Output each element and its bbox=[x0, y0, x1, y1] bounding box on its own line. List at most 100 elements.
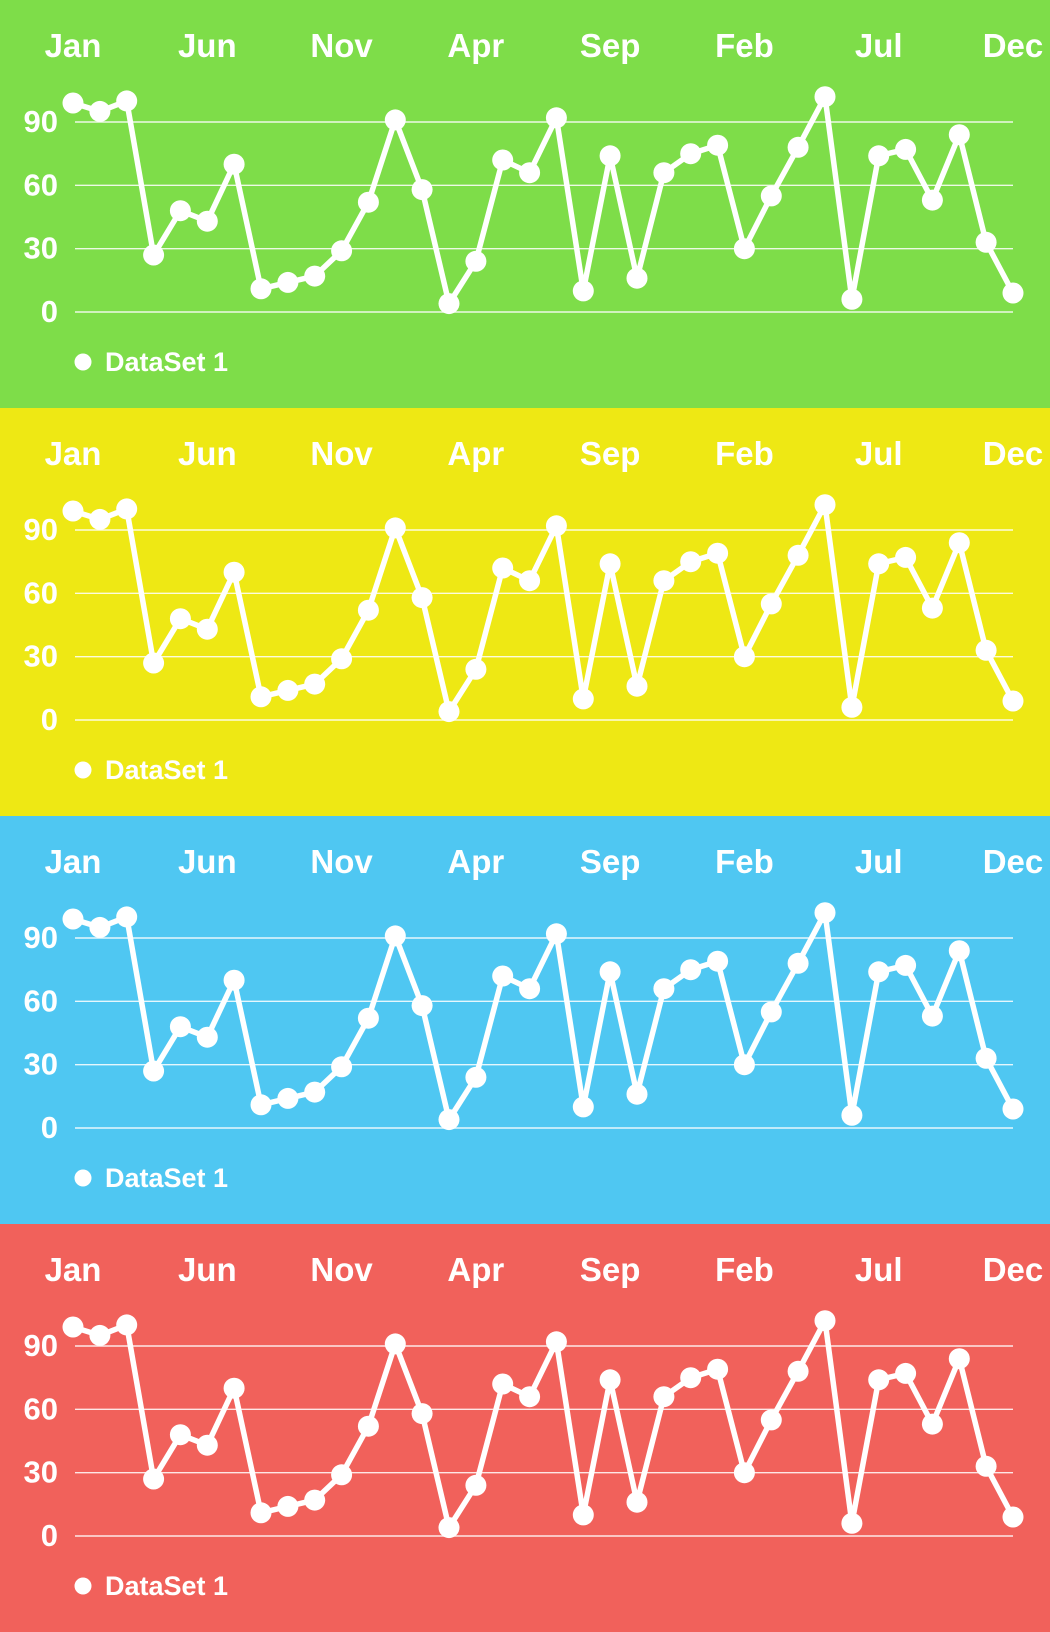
data-point bbox=[814, 1310, 836, 1332]
x-axis-tick-label: Dec bbox=[983, 1251, 1044, 1288]
legend-item[interactable]: DataSet 1 bbox=[74, 755, 229, 785]
x-axis-tick-label: Jun bbox=[178, 27, 237, 64]
legend-marker-circle-icon bbox=[74, 761, 92, 779]
data-point bbox=[62, 1316, 84, 1338]
legend-label: DataSet 1 bbox=[105, 755, 228, 785]
data-point bbox=[1002, 282, 1024, 304]
data-point bbox=[196, 210, 218, 232]
data-point bbox=[357, 1007, 379, 1029]
x-axis-tick-label: Nov bbox=[310, 1251, 373, 1288]
y-axis-tick-label: 90 bbox=[24, 512, 58, 547]
x-axis-tick-label: Jul bbox=[855, 27, 903, 64]
data-point bbox=[438, 1109, 460, 1131]
line-chart-green: 0 30 60 90 Jan Jun Nov Apr Sep Feb Jul Dec DataSet 1 bbox=[24, 27, 1044, 377]
x-axis-tick-label: Feb bbox=[715, 843, 774, 880]
data-point bbox=[733, 238, 755, 260]
data-point bbox=[519, 570, 541, 592]
x-axis-tick-label: Nov bbox=[310, 843, 373, 880]
data-point bbox=[465, 1066, 487, 1088]
legend-marker-circle-icon bbox=[74, 1577, 92, 1595]
data-point bbox=[331, 1056, 353, 1078]
data-point bbox=[680, 959, 702, 981]
data-point bbox=[948, 1348, 970, 1370]
data-point bbox=[948, 940, 970, 962]
data-point bbox=[814, 494, 836, 516]
data-point bbox=[868, 553, 890, 575]
data-point bbox=[492, 1373, 514, 1395]
data-point bbox=[169, 1424, 191, 1446]
line-chart-yellow: 0 30 60 90 Jan Jun Nov Apr Sep Feb Jul Dec DataSet 1 bbox=[24, 435, 1044, 785]
x-axis-tick-label: Feb bbox=[715, 27, 774, 64]
legend-item[interactable]: DataSet 1 bbox=[74, 347, 229, 377]
data-point bbox=[492, 149, 514, 171]
data-point bbox=[331, 1464, 353, 1486]
data-point bbox=[814, 86, 836, 108]
data-point bbox=[545, 923, 567, 945]
data-point bbox=[492, 557, 514, 579]
chart-panel-green: 0 30 60 90 Jan Jun Nov Apr Sep Feb Jul Dec DataSet 1 bbox=[0, 0, 1050, 408]
data-point bbox=[841, 1104, 863, 1126]
x-axis-tick-label: Jun bbox=[178, 1251, 237, 1288]
data-point bbox=[331, 648, 353, 670]
data-point bbox=[841, 1512, 863, 1534]
data-point bbox=[223, 561, 245, 583]
legend-item[interactable]: DataSet 1 bbox=[74, 1571, 229, 1601]
data-point bbox=[975, 1455, 997, 1477]
data-point bbox=[733, 1054, 755, 1076]
data-point bbox=[921, 1413, 943, 1435]
y-axis-tick-label: 0 bbox=[41, 294, 58, 329]
data-point bbox=[545, 1331, 567, 1353]
data-point bbox=[492, 965, 514, 987]
data-point bbox=[250, 278, 272, 300]
data-point bbox=[707, 950, 729, 972]
x-axis-tick-label: Jan bbox=[45, 843, 102, 880]
data-point bbox=[411, 1403, 433, 1425]
data-point bbox=[572, 1096, 594, 1118]
data-point bbox=[143, 244, 165, 266]
data-point bbox=[707, 134, 729, 156]
y-axis-tick-label: 90 bbox=[24, 104, 58, 139]
data-point bbox=[680, 1367, 702, 1389]
data-point bbox=[384, 517, 406, 539]
data-point bbox=[760, 1001, 782, 1023]
data-point bbox=[626, 1491, 648, 1513]
data-point bbox=[787, 1360, 809, 1382]
data-point bbox=[250, 1502, 272, 1524]
data-point bbox=[975, 231, 997, 253]
data-point bbox=[653, 162, 675, 184]
data-point bbox=[895, 954, 917, 976]
y-axis-tick-label: 0 bbox=[41, 702, 58, 737]
data-point bbox=[760, 1409, 782, 1431]
x-axis-tick-label: Sep bbox=[580, 843, 641, 880]
data-point bbox=[841, 696, 863, 718]
data-point bbox=[760, 185, 782, 207]
line-chart-blue: 0 30 60 90 Jan Jun Nov Apr Sep Feb Jul Dec DataSet 1 bbox=[24, 843, 1044, 1193]
x-axis-tick-label: Sep bbox=[580, 435, 641, 472]
legend-label: DataSet 1 bbox=[105, 1163, 228, 1193]
legend-label: DataSet 1 bbox=[105, 347, 228, 377]
data-point bbox=[519, 1386, 541, 1408]
x-axis-tick-label: Jan bbox=[45, 1251, 102, 1288]
x-axis-tick-label: Feb bbox=[715, 1251, 774, 1288]
data-point bbox=[599, 553, 621, 575]
x-axis-tick-label: Jul bbox=[855, 1251, 903, 1288]
data-point bbox=[89, 1324, 111, 1346]
data-point bbox=[545, 107, 567, 129]
x-axis-tick-label: Apr bbox=[447, 27, 504, 64]
data-point bbox=[572, 280, 594, 302]
data-point bbox=[653, 1386, 675, 1408]
data-line bbox=[70, 1317, 1016, 1531]
data-point bbox=[304, 1081, 326, 1103]
x-axis-tick-label: Apr bbox=[447, 843, 504, 880]
x-axis-tick-label: Jun bbox=[178, 435, 237, 472]
data-point bbox=[1002, 690, 1024, 712]
data-point bbox=[519, 162, 541, 184]
data-point bbox=[948, 124, 970, 146]
y-axis-tick-label: 60 bbox=[24, 167, 58, 202]
data-point bbox=[411, 179, 433, 201]
x-axis-tick-label: Jul bbox=[855, 843, 903, 880]
y-axis-tick-label: 30 bbox=[24, 639, 58, 674]
x-axis-tick-label: Jan bbox=[45, 435, 102, 472]
legend-item[interactable]: DataSet 1 bbox=[74, 1163, 229, 1193]
data-point bbox=[143, 652, 165, 674]
